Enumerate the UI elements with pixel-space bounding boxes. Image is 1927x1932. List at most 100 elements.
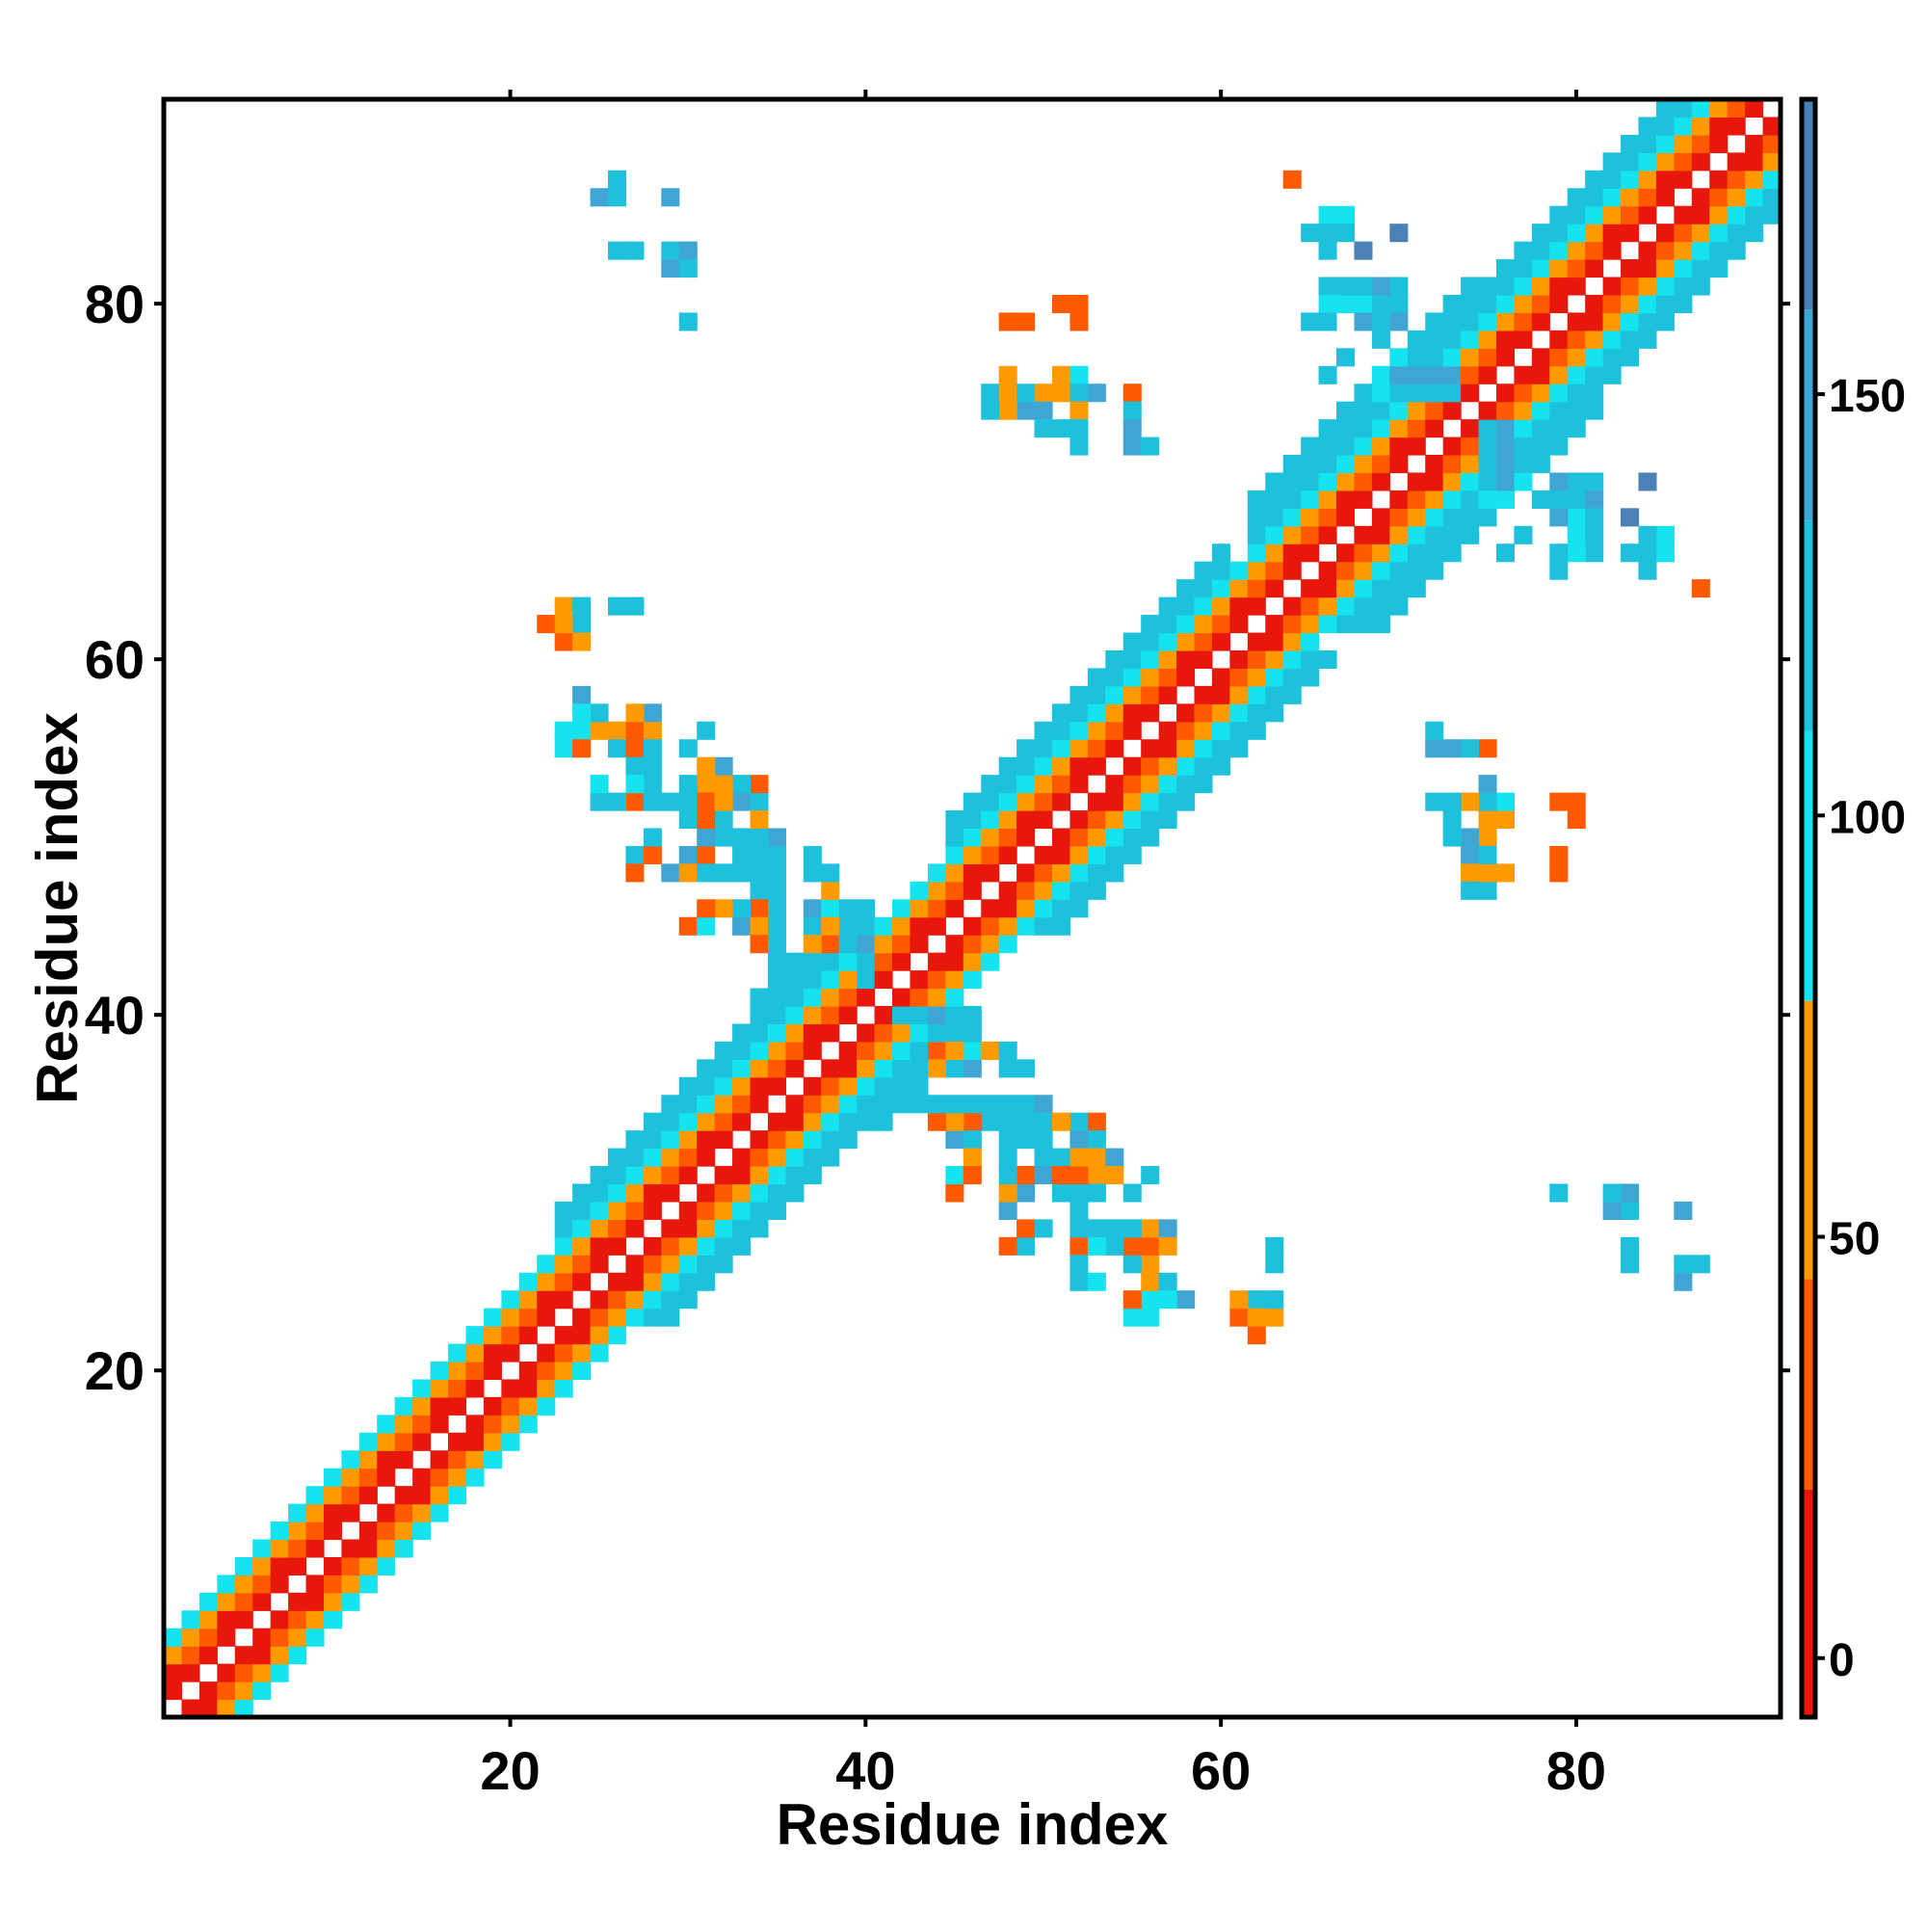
heatmap-cell xyxy=(1655,277,1675,296)
heatmap-cell xyxy=(572,1326,592,1345)
heatmap-cell xyxy=(1514,525,1533,544)
heatmap-cell xyxy=(554,1255,573,1274)
heatmap-cell xyxy=(1016,1183,1036,1203)
heatmap-cell xyxy=(288,1646,307,1665)
heatmap-cell xyxy=(341,1450,360,1469)
heatmap-cell xyxy=(697,828,716,847)
heatmap-cell xyxy=(874,935,893,954)
heatmap-cell xyxy=(767,1148,786,1167)
heatmap-cell xyxy=(892,952,911,971)
heatmap-cell xyxy=(1069,899,1089,918)
colorbar-tick-label: 150 xyxy=(1829,371,1906,422)
heatmap-cell xyxy=(910,1005,929,1025)
heatmap-cell xyxy=(945,1183,964,1203)
heatmap-cell xyxy=(892,1076,911,1096)
heatmap-cell xyxy=(1762,134,1782,153)
heatmap-cell xyxy=(1425,312,1444,331)
heatmap-cell xyxy=(501,1379,520,1398)
heatmap-cell xyxy=(537,1361,556,1381)
heatmap-cell xyxy=(1016,1112,1036,1131)
heatmap-cell xyxy=(394,1522,413,1541)
heatmap-cell xyxy=(323,1486,342,1505)
heatmap-cell xyxy=(1087,863,1106,883)
heatmap-cell xyxy=(1567,472,1586,491)
x-tick-label: 20 xyxy=(480,1740,540,1801)
heatmap-cell xyxy=(537,1308,556,1327)
heatmap-cell xyxy=(1176,775,1196,794)
heatmap-cell xyxy=(1442,348,1462,367)
heatmap-cell xyxy=(1709,117,1729,136)
heatmap-cell xyxy=(821,1112,840,1131)
heatmap-cell xyxy=(1016,1130,1036,1150)
heatmap-cell xyxy=(1336,401,1356,420)
heatmap-cell xyxy=(803,1005,822,1025)
heatmap-cell xyxy=(1194,721,1213,740)
heatmap-cell xyxy=(661,792,680,811)
heatmap-cell xyxy=(678,775,698,794)
heatmap-cell xyxy=(750,1076,769,1096)
heatmap-cell xyxy=(537,1343,556,1363)
heatmap-cell xyxy=(1051,881,1071,900)
heatmap-cell xyxy=(892,916,911,936)
heatmap-cell xyxy=(1602,365,1622,384)
heatmap-cell xyxy=(590,703,609,723)
heatmap-cell xyxy=(697,1130,716,1150)
heatmap-cell xyxy=(945,935,964,954)
heatmap-cell xyxy=(714,1112,733,1131)
heatmap-cell xyxy=(1087,1183,1106,1203)
heatmap-cell xyxy=(767,881,786,900)
heatmap-cell xyxy=(1495,259,1516,278)
heatmap-cell xyxy=(1141,792,1160,811)
heatmap-cell xyxy=(945,1130,964,1150)
heatmap-cell xyxy=(1709,259,1729,278)
heatmap-cell xyxy=(1229,721,1249,740)
heatmap-cell xyxy=(643,1255,662,1274)
heatmap-cell xyxy=(1229,668,1249,687)
heatmap-cell xyxy=(1567,224,1586,243)
heatmap-cell xyxy=(998,775,1017,794)
heatmap-cell xyxy=(732,1076,752,1096)
heatmap-cell xyxy=(1354,455,1373,474)
heatmap-cell xyxy=(1655,134,1675,153)
heatmap-cell xyxy=(1354,561,1373,580)
heatmap-cell xyxy=(501,1290,520,1310)
colorbar-band xyxy=(1802,520,1815,731)
heatmap-cell xyxy=(714,1255,733,1274)
heatmap-cell xyxy=(927,916,946,936)
heatmap-cell xyxy=(1407,384,1426,403)
heatmap-cell xyxy=(874,1076,893,1096)
heatmap-cell xyxy=(1141,828,1160,847)
heatmap-cell xyxy=(1087,1236,1106,1256)
heatmap-cell xyxy=(1549,543,1569,563)
heatmap-cell xyxy=(767,1166,786,1185)
heatmap-cell xyxy=(874,1041,893,1060)
heatmap-cell xyxy=(1745,170,1764,189)
heatmap-cell xyxy=(305,1503,325,1522)
heatmap-cell xyxy=(465,1343,485,1363)
heatmap-cell xyxy=(1638,188,1657,207)
heatmap-cell xyxy=(981,828,1000,847)
heatmap-cell xyxy=(1602,205,1622,225)
heatmap-cell xyxy=(1247,1290,1266,1310)
heatmap-cell xyxy=(1354,241,1373,260)
heatmap-cell xyxy=(1638,259,1657,278)
x-axis-label: Residue index xyxy=(777,1792,1169,1857)
heatmap-cell xyxy=(288,1628,307,1647)
heatmap-cell xyxy=(1478,863,1497,883)
heatmap-cell xyxy=(1141,1255,1160,1274)
heatmap-cell xyxy=(554,1361,573,1381)
heatmap-cell xyxy=(892,1059,911,1078)
heatmap-cell xyxy=(643,1112,662,1131)
heatmap-cell xyxy=(270,1663,289,1682)
heatmap-cell xyxy=(767,935,786,954)
heatmap-cell xyxy=(750,935,769,954)
heatmap-cell xyxy=(1674,170,1693,189)
heatmap-cell xyxy=(1549,561,1569,580)
heatmap-cell xyxy=(697,1076,716,1096)
heatmap-cell xyxy=(572,1343,592,1363)
heatmap-cell xyxy=(1211,615,1230,634)
y-tick-label: 40 xyxy=(85,985,145,1045)
heatmap-cell xyxy=(448,1486,467,1505)
